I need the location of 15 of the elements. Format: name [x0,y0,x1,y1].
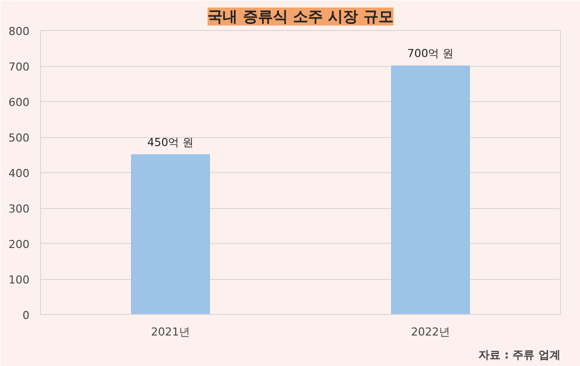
y-tick-label: 400 [8,167,30,180]
x-tick-label: 2021년 [151,326,190,338]
y-tick-label: 800 [8,25,30,38]
chart-title: 국내 증류식 소주 시장 규모 [208,8,394,26]
y-tick-label: 0 [22,309,30,322]
y-tick-label: 300 [8,202,30,216]
data-label: 700억 원 [407,47,454,60]
data-label: 450억 원 [147,136,194,149]
x-tick-label: 2022년 [411,326,450,338]
y-tick-label: 500 [8,132,30,144]
y-tick-label: 600 [8,96,30,109]
text: 자료 : 주류 업계 [478,348,561,362]
y-tick-label: 100 [8,274,30,286]
y-tick-label: 200 [8,238,30,251]
y-tick-label: 700 [8,60,30,74]
